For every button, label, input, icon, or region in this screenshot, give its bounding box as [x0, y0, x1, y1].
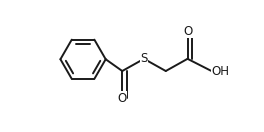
- Text: O: O: [183, 25, 192, 38]
- Text: OH: OH: [211, 65, 229, 77]
- Text: O: O: [118, 92, 127, 105]
- Text: S: S: [140, 52, 148, 65]
